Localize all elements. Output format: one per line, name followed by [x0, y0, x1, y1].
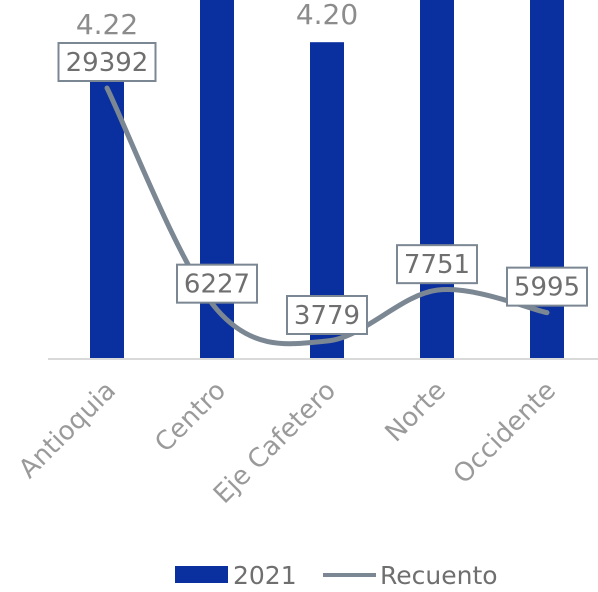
bar-value-label-2: 4.20: [296, 0, 358, 31]
bar-labels-layer: 4.224.054.204.004.06: [76, 0, 358, 41]
category-label-4: Occidente: [448, 376, 562, 490]
category-label-0: Antioquia: [13, 376, 122, 485]
legend-line-label: Recuento: [380, 561, 498, 590]
line-label-box-4: [506, 266, 588, 307]
line-label-0: 29392: [57, 42, 157, 82]
line-label-text-1: 6227: [184, 270, 250, 300]
line-label-3: 7751: [396, 244, 478, 285]
category-label-1: Centro: [149, 376, 232, 459]
category-label-3: Norte: [380, 376, 452, 448]
bar-3: [420, 0, 454, 359]
line-labels-layer: 29392 6227 3779 7751 5995: [57, 42, 588, 335]
legend: 2021 Recuento: [175, 561, 498, 590]
bar-value-label-0: 4.22: [76, 8, 138, 41]
line-label-text-2: 3779: [294, 301, 360, 331]
recuento-series-line: [104, 85, 550, 347]
line-label-4: 5995: [506, 266, 588, 307]
line-label-text-4: 5995: [514, 273, 580, 303]
line-label-2: 3779: [286, 295, 368, 335]
line-label-box-0: [57, 42, 157, 82]
line-label-box-2: [286, 295, 368, 335]
bar-0: [90, 52, 124, 360]
legend-bar-swatch: [175, 566, 228, 583]
line-label-box-1: [176, 263, 258, 304]
bar-1: [200, 0, 234, 360]
line-label-1: 6227: [176, 263, 258, 304]
line-label-text-0: 29392: [66, 48, 149, 78]
legend-bar-label: 2021: [233, 561, 297, 590]
line-label-box-3: [396, 244, 478, 285]
line-label-text-3: 7751: [404, 250, 470, 280]
